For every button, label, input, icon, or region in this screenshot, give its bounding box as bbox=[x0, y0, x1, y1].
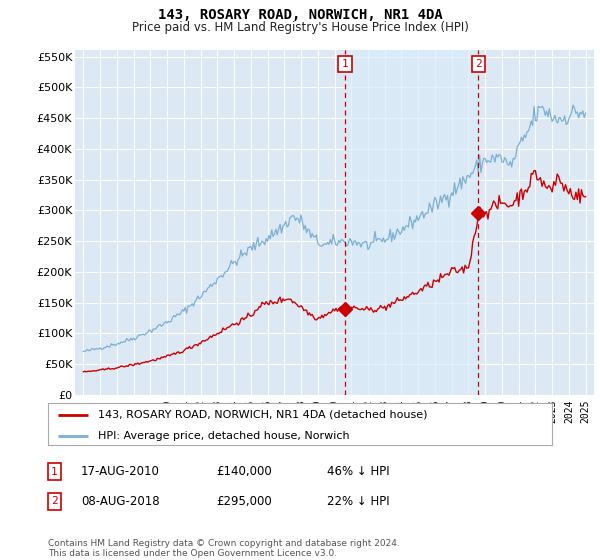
Text: 143, ROSARY ROAD, NORWICH, NR1 4DA: 143, ROSARY ROAD, NORWICH, NR1 4DA bbox=[158, 8, 442, 22]
Text: 17-AUG-2010: 17-AUG-2010 bbox=[81, 465, 160, 478]
Text: £295,000: £295,000 bbox=[216, 494, 272, 508]
Text: 2: 2 bbox=[51, 496, 58, 506]
Text: 143, ROSARY ROAD, NORWICH, NR1 4DA (detached house): 143, ROSARY ROAD, NORWICH, NR1 4DA (deta… bbox=[98, 410, 428, 420]
Text: 1: 1 bbox=[51, 466, 58, 477]
Text: Price paid vs. HM Land Registry's House Price Index (HPI): Price paid vs. HM Land Registry's House … bbox=[131, 21, 469, 34]
Text: HPI: Average price, detached house, Norwich: HPI: Average price, detached house, Norw… bbox=[98, 431, 350, 441]
Text: 08-AUG-2018: 08-AUG-2018 bbox=[81, 494, 160, 508]
Text: 1: 1 bbox=[341, 59, 349, 69]
Text: Contains HM Land Registry data © Crown copyright and database right 2024.
This d: Contains HM Land Registry data © Crown c… bbox=[48, 539, 400, 558]
Text: 46% ↓ HPI: 46% ↓ HPI bbox=[327, 465, 389, 478]
Text: £140,000: £140,000 bbox=[216, 465, 272, 478]
Bar bbox=[345, 50, 478, 395]
Text: 2: 2 bbox=[475, 59, 482, 69]
Text: 22% ↓ HPI: 22% ↓ HPI bbox=[327, 494, 389, 508]
